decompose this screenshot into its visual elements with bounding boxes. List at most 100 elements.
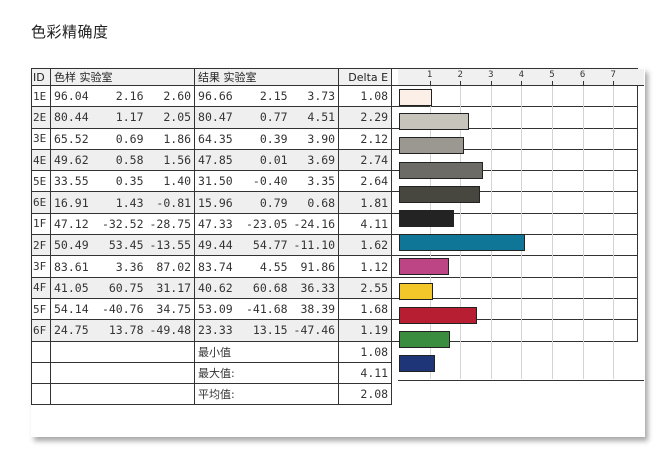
delta-e-value: 4.11 bbox=[338, 212, 393, 236]
x-tick-mark bbox=[552, 81, 553, 85]
result-lab-value: -11.10 bbox=[290, 234, 340, 257]
bar-1E bbox=[399, 89, 433, 106]
result-lab-value: -0.40 bbox=[242, 170, 291, 193]
result-lab-value: 53.09 bbox=[194, 297, 243, 321]
delta-e-value: 1.68 bbox=[338, 297, 393, 321]
sample-lab-value: 34.75 bbox=[146, 297, 196, 321]
result-lab-value: 15.96 bbox=[194, 191, 243, 214]
x-tick-mark bbox=[429, 81, 431, 85]
gridline bbox=[613, 86, 615, 379]
header-id: ID bbox=[31, 68, 51, 86]
result-lab-value: 38.39 bbox=[290, 297, 340, 321]
delta-e-value: 1.12 bbox=[338, 255, 393, 278]
delta-e-value: 2.74 bbox=[338, 148, 393, 172]
gridline bbox=[429, 86, 431, 379]
row-id: 4E bbox=[31, 148, 51, 172]
x-tick-mark bbox=[521, 81, 523, 85]
table-row: 4F 41.05 60.75 31.17 40.62 60.68 36.33 2.55 bbox=[31, 276, 639, 299]
x-tick-mark bbox=[490, 81, 492, 85]
sample-lab-value: 80.44 bbox=[50, 106, 99, 129]
result-lab-value: 47.85 bbox=[194, 148, 243, 172]
result-lab-value: 31.50 bbox=[194, 170, 243, 193]
stats-empty-id bbox=[31, 383, 51, 406]
gridline bbox=[521, 86, 523, 379]
stats-row: 最小值 1.08 bbox=[31, 340, 638, 363]
x-tick-mark bbox=[613, 81, 615, 85]
page-title: 色彩精确度 bbox=[31, 23, 109, 41]
result-lab-value: 13.15 bbox=[242, 319, 291, 342]
bar-4E bbox=[399, 161, 483, 179]
stats-chart-empty bbox=[391, 341, 638, 363]
bar-4F bbox=[399, 306, 478, 324]
table-row: 6E 16.91 1.43 -0.81 15.96 0.79 0.68 1.81 bbox=[31, 191, 639, 214]
result-lab-value: 47.33 bbox=[194, 212, 243, 236]
table-row: 2F 50.49 53.45 -13.55 49.44 54.77 -11.10 1.62 bbox=[31, 234, 639, 257]
result-lab-value: -41.68 bbox=[242, 297, 291, 321]
delta-e-value: 1.81 bbox=[338, 191, 393, 214]
sample-lab-value: 49.62 bbox=[50, 148, 99, 172]
sample-lab-value: 13.78 bbox=[98, 319, 147, 342]
stats-label: 最大值: bbox=[194, 361, 340, 385]
x-tick-label: 6 bbox=[579, 70, 586, 80]
table-row: 5F 54.14 -40.76 34.75 53.09 -41.68 38.39 1.68 bbox=[31, 297, 639, 321]
sample-lab-value: 0.58 bbox=[98, 148, 147, 172]
delta-e-value: 1.62 bbox=[338, 234, 393, 257]
stats-empty bbox=[49, 361, 196, 385]
chart-bottom-border bbox=[398, 380, 644, 381]
sample-lab-value: -49.48 bbox=[146, 319, 196, 342]
row-id: 1E bbox=[31, 84, 51, 108]
stats-chart-empty bbox=[391, 362, 638, 384]
sample-lab-value: -13.55 bbox=[146, 234, 196, 257]
table-row: 3E 65.52 0.69 1.86 64.35 0.39 3.90 2.12 bbox=[31, 127, 639, 150]
result-lab-value: -47.46 bbox=[290, 319, 340, 342]
sample-lab-value: -28.75 bbox=[146, 212, 196, 236]
sample-lab-value: 1.17 bbox=[98, 106, 147, 129]
row-id: 3F bbox=[31, 255, 51, 278]
row-id: 5F bbox=[31, 297, 51, 321]
sample-lab-value: 41.05 bbox=[50, 276, 99, 299]
sample-lab-value: 54.14 bbox=[50, 297, 99, 321]
result-lab-value: 4.51 bbox=[290, 106, 340, 129]
sample-lab-value: 53.45 bbox=[98, 234, 147, 257]
gridline bbox=[552, 86, 553, 379]
color-accuracy-table: ID 色样 实验室 结果 实验室 Delta E 1E 96.04 2.16 2.60 96.6… bbox=[31, 68, 639, 406]
row-id: 3E bbox=[31, 127, 51, 150]
result-lab-value: 54.77 bbox=[242, 234, 291, 257]
x-tick-mark bbox=[582, 81, 584, 85]
delta-e-value: 1.19 bbox=[338, 319, 393, 342]
result-lab-value: 0.01 bbox=[242, 148, 291, 172]
result-lab-value: 4.55 bbox=[242, 255, 291, 278]
result-lab-value: 49.44 bbox=[194, 234, 243, 257]
result-lab-value: 0.77 bbox=[242, 106, 291, 129]
bar-6F bbox=[399, 355, 436, 373]
stats-label: 平均值: bbox=[194, 383, 340, 406]
x-tick-label: 2 bbox=[457, 70, 463, 80]
sample-lab-value: 0.69 bbox=[98, 127, 147, 150]
stats-value: 2.08 bbox=[338, 383, 393, 406]
sample-lab-value: 0.35 bbox=[98, 170, 147, 193]
bar-2F bbox=[399, 258, 449, 276]
result-lab-value: 0.68 bbox=[290, 191, 340, 214]
stats-empty bbox=[49, 340, 196, 363]
sample-lab-value: 1.56 bbox=[146, 148, 196, 172]
sample-lab-value: 60.75 bbox=[98, 276, 147, 299]
stats-value: 4.11 bbox=[338, 361, 393, 385]
table-row: 5E 33.55 0.35 1.40 31.50 -0.40 3.35 2.64 bbox=[31, 170, 639, 193]
row-id: 6E bbox=[31, 191, 51, 214]
delta-e-value: 2.29 bbox=[338, 106, 393, 129]
bar-2E bbox=[399, 113, 470, 131]
result-lab-value: 40.62 bbox=[194, 276, 243, 299]
table-row: 1E 96.04 2.16 2.60 96.66 2.15 3.73 1.08 bbox=[31, 84, 639, 108]
sample-lab-value: 16.91 bbox=[50, 191, 99, 214]
result-lab-value: 80.47 bbox=[194, 106, 243, 129]
result-lab-value: 60.68 bbox=[242, 276, 291, 299]
stats-value: 1.08 bbox=[338, 340, 393, 363]
table-row: 1F 47.12 -32.52 -28.75 47.33 -23.05 -24.16 4.11 bbox=[31, 212, 639, 236]
stats-empty-id bbox=[31, 340, 51, 363]
stats-empty bbox=[49, 383, 196, 406]
stats-row: 平均值: 2.08 bbox=[31, 383, 638, 406]
result-lab-value: 83.74 bbox=[194, 255, 243, 278]
result-lab-value: 3.73 bbox=[290, 84, 340, 108]
sample-lab-value: 2.16 bbox=[98, 84, 147, 108]
sample-lab-value: 33.55 bbox=[50, 170, 99, 193]
